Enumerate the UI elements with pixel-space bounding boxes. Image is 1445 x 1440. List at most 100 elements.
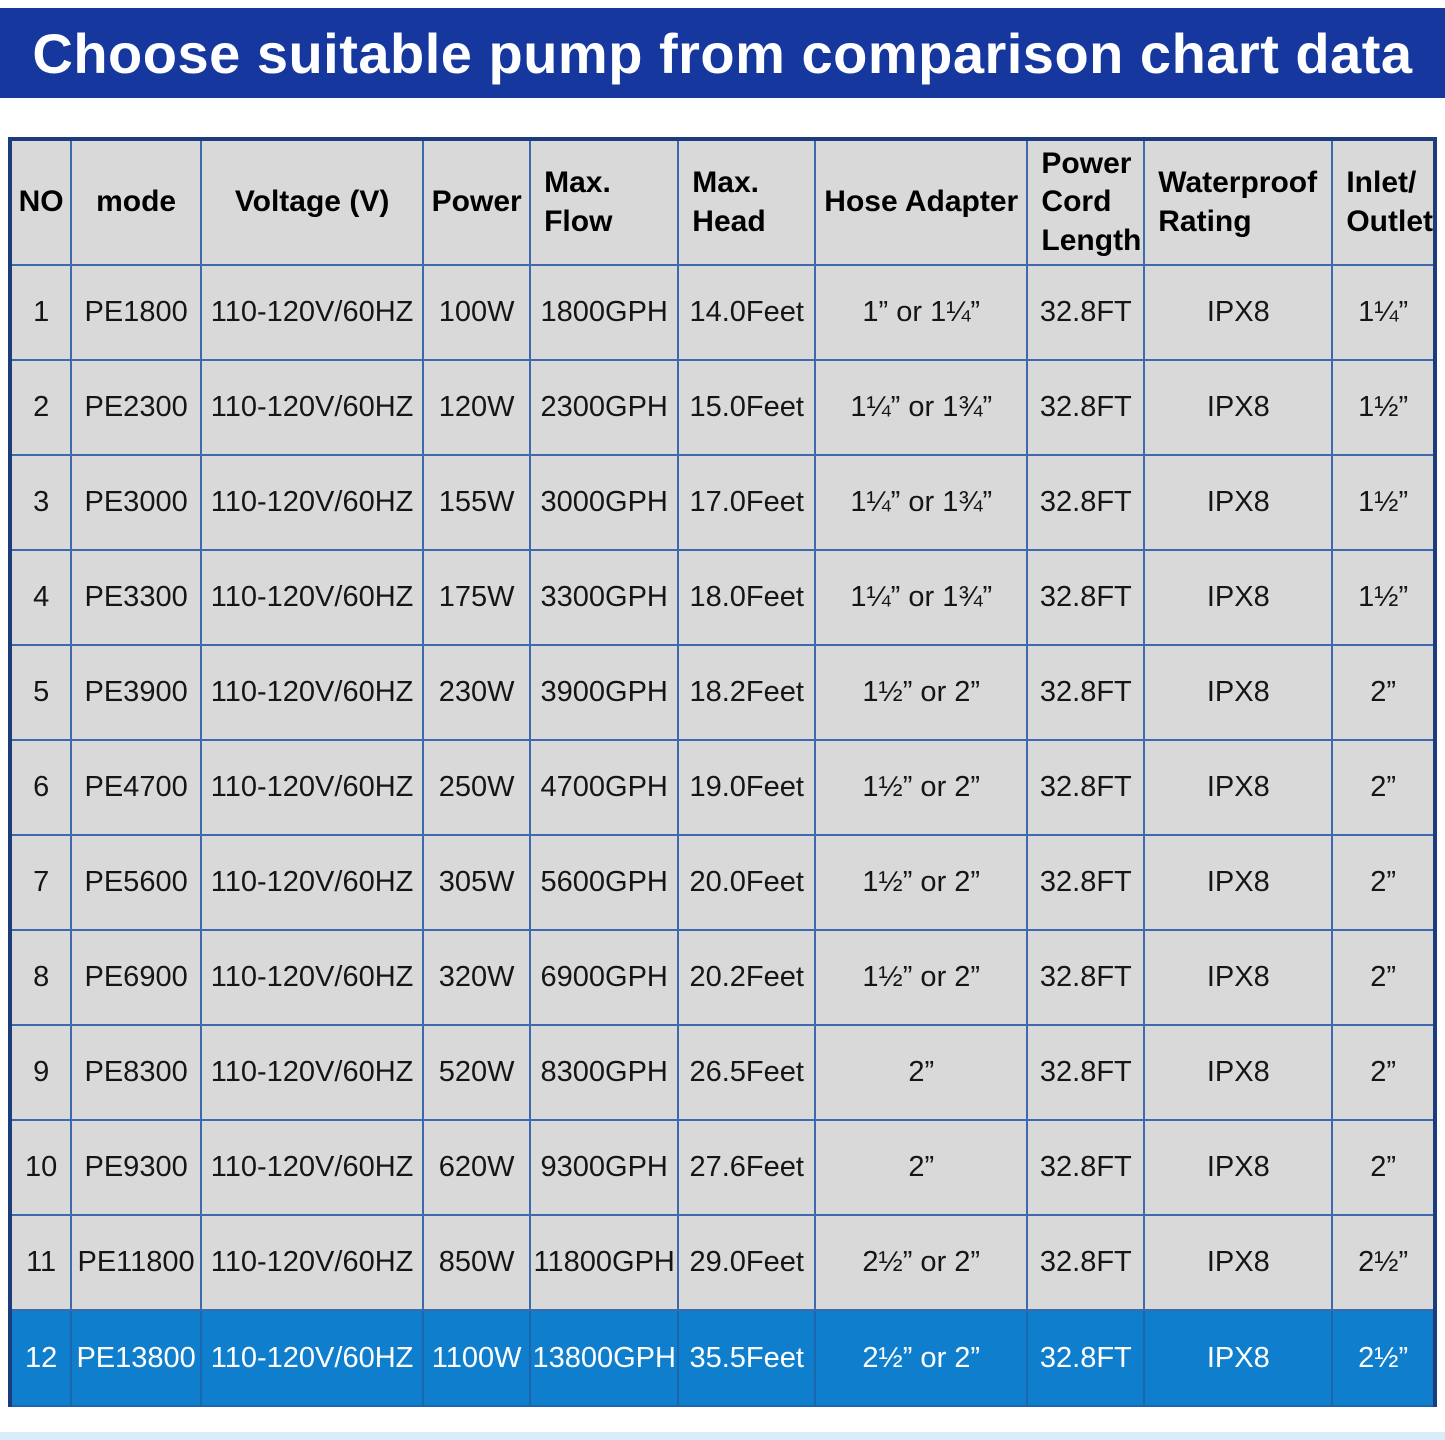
column-header: Max. Head — [677, 138, 817, 266]
table-cell: PE6900 — [70, 929, 202, 1026]
table-cell: 2 — [8, 359, 73, 456]
table-cell: 175W — [422, 549, 532, 646]
comparison-table: NO mode Voltage (V) Power Max. Flow Max. Head… — [8, 137, 1437, 1407]
table-wrap: NO mode Voltage (V) Power Max. Flow Max. Head… — [8, 137, 1437, 1407]
table-cell: 32.8FT — [1026, 1214, 1146, 1311]
table-cell: 9 — [8, 1024, 73, 1121]
table-row: 11 PE11800 110-120V/60HZ 850W 11800GPH 29.0Fe… — [8, 1214, 1436, 1311]
table-cell: IPX8 — [1143, 1214, 1334, 1311]
table-header: NO mode Voltage (V) Power Max. Flow Max. Head… — [8, 138, 1436, 266]
table-cell: 1” or 1¼” — [814, 264, 1029, 361]
table-cell: 19.0Feet — [677, 739, 817, 836]
table-row: 1 PE1800 110-120V/60HZ 100W 1800GPH 14.0Feet 1… — [8, 264, 1436, 361]
table-cell: 850W — [422, 1214, 532, 1311]
table-cell: 32.8FT — [1026, 454, 1146, 551]
column-header: mode — [70, 138, 202, 266]
table-cell: 18.2Feet — [677, 644, 817, 741]
table-cell: 110-120V/60HZ — [199, 1119, 425, 1216]
column-header: Max. Flow — [529, 138, 680, 266]
table-cell: IPX8 — [1143, 264, 1334, 361]
table-cell: 32.8FT — [1026, 264, 1146, 361]
table-cell: 4 — [8, 549, 73, 646]
table-cell: 9300GPH — [529, 1119, 680, 1216]
table-cell: 1½” or 2” — [814, 739, 1029, 836]
table-row: 6 PE4700 110-120V/60HZ 250W 4700GPH 19.0Feet 1… — [8, 739, 1436, 836]
table-cell: 4700GPH — [529, 739, 680, 836]
table-cell: 2” — [814, 1119, 1029, 1216]
table-cell: PE9300 — [70, 1119, 202, 1216]
table-cell: 110-120V/60HZ — [199, 929, 425, 1026]
column-header: Inlet/ Outlet — [1331, 138, 1436, 266]
column-header: Voltage (V) — [199, 138, 425, 266]
table-cell: 620W — [422, 1119, 532, 1216]
table-cell: 110-120V/60HZ — [199, 1214, 425, 1311]
table-cell: 6900GPH — [529, 929, 680, 1026]
table-cell: 7 — [8, 834, 73, 931]
table-cell: IPX8 — [1143, 929, 1334, 1026]
table-row: 8 PE6900 110-120V/60HZ 320W 6900GPH 20.2Feet 1… — [8, 929, 1436, 1026]
table-cell: PE3900 — [70, 644, 202, 741]
table-cell: 2” — [1331, 739, 1436, 836]
table-cell: 320W — [422, 929, 532, 1026]
table-cell: 32.8FT — [1026, 1024, 1146, 1121]
table-row: 7 PE5600 110-120V/60HZ 305W 5600GPH 20.0Feet 1… — [8, 834, 1436, 931]
table-cell: 3300GPH — [529, 549, 680, 646]
table-cell: 1 — [8, 264, 73, 361]
table-cell: 110-120V/60HZ — [199, 834, 425, 931]
table-cell: 1¼” or 1¾” — [814, 549, 1029, 646]
table-cell: 1½” or 2” — [814, 929, 1029, 1026]
table-cell: 110-120V/60HZ — [199, 264, 425, 361]
title-bar: Choose suitable pump from comparison cha… — [0, 8, 1445, 98]
table-cell: 110-120V/60HZ — [199, 1309, 425, 1407]
table-cell: 20.0Feet — [677, 834, 817, 931]
table-cell: 2” — [1331, 1119, 1436, 1216]
table-cell: 110-120V/60HZ — [199, 644, 425, 741]
table-cell: 1¼” — [1331, 264, 1436, 361]
table-cell: 14.0Feet — [677, 264, 817, 361]
table-cell: 5600GPH — [529, 834, 680, 931]
table-cell: 1¼” or 1¾” — [814, 454, 1029, 551]
table-cell: 110-120V/60HZ — [199, 549, 425, 646]
table-cell: 18.0Feet — [677, 549, 817, 646]
table-cell: 110-120V/60HZ — [199, 1024, 425, 1121]
table-cell: 3900GPH — [529, 644, 680, 741]
table-cell: 1800GPH — [529, 264, 680, 361]
table-cell: 26.5Feet — [677, 1024, 817, 1121]
table-cell: IPX8 — [1143, 1309, 1334, 1407]
column-header: Power Cord Length — [1026, 138, 1146, 266]
column-header: Waterproof Rating — [1143, 138, 1334, 266]
table-cell: PE11800 — [70, 1214, 202, 1311]
table-cell: 32.8FT — [1026, 549, 1146, 646]
table-cell: 2½” or 2” — [814, 1214, 1029, 1311]
table-cell: PE1800 — [70, 264, 202, 361]
table-cell: 12 — [8, 1309, 73, 1407]
table-cell: 2½” or 2” — [814, 1309, 1029, 1407]
highlighted-row: 12 PE13800 110-120V/60HZ 1100W 13800GPH 35.5F… — [8, 1309, 1436, 1407]
table-cell: 27.6Feet — [677, 1119, 817, 1216]
table-cell: 11 — [8, 1214, 73, 1311]
table-cell: 1100W — [422, 1309, 532, 1407]
table-cell: IPX8 — [1143, 644, 1334, 741]
table-cell: 2½” — [1331, 1214, 1436, 1311]
table-cell: 110-120V/60HZ — [199, 454, 425, 551]
table-cell: 250W — [422, 739, 532, 836]
table-cell: 2” — [1331, 1024, 1436, 1121]
table-row: 2 PE2300 110-120V/60HZ 120W 2300GPH 15.0Feet 1… — [8, 359, 1436, 456]
table-row: 9 PE8300 110-120V/60HZ 520W 8300GPH 26.5Feet 2… — [8, 1024, 1436, 1121]
column-header: NO — [8, 138, 73, 266]
table-cell: 1½” — [1331, 454, 1436, 551]
table-cell: 32.8FT — [1026, 739, 1146, 836]
table-cell: PE5600 — [70, 834, 202, 931]
table-cell: 29.0Feet — [677, 1214, 817, 1311]
table-cell: PE4700 — [70, 739, 202, 836]
table-cell: 32.8FT — [1026, 359, 1146, 456]
table-cell: 3000GPH — [529, 454, 680, 551]
table-cell: PE8300 — [70, 1024, 202, 1121]
table-cell: 32.8FT — [1026, 834, 1146, 931]
table-cell: IPX8 — [1143, 1024, 1334, 1121]
table-row: 3 PE3000 110-120V/60HZ 155W 3000GPH 17.0Feet 1… — [8, 454, 1436, 551]
table-cell: 155W — [422, 454, 532, 551]
table-cell: 2” — [1331, 834, 1436, 931]
table-cell: PE3300 — [70, 549, 202, 646]
